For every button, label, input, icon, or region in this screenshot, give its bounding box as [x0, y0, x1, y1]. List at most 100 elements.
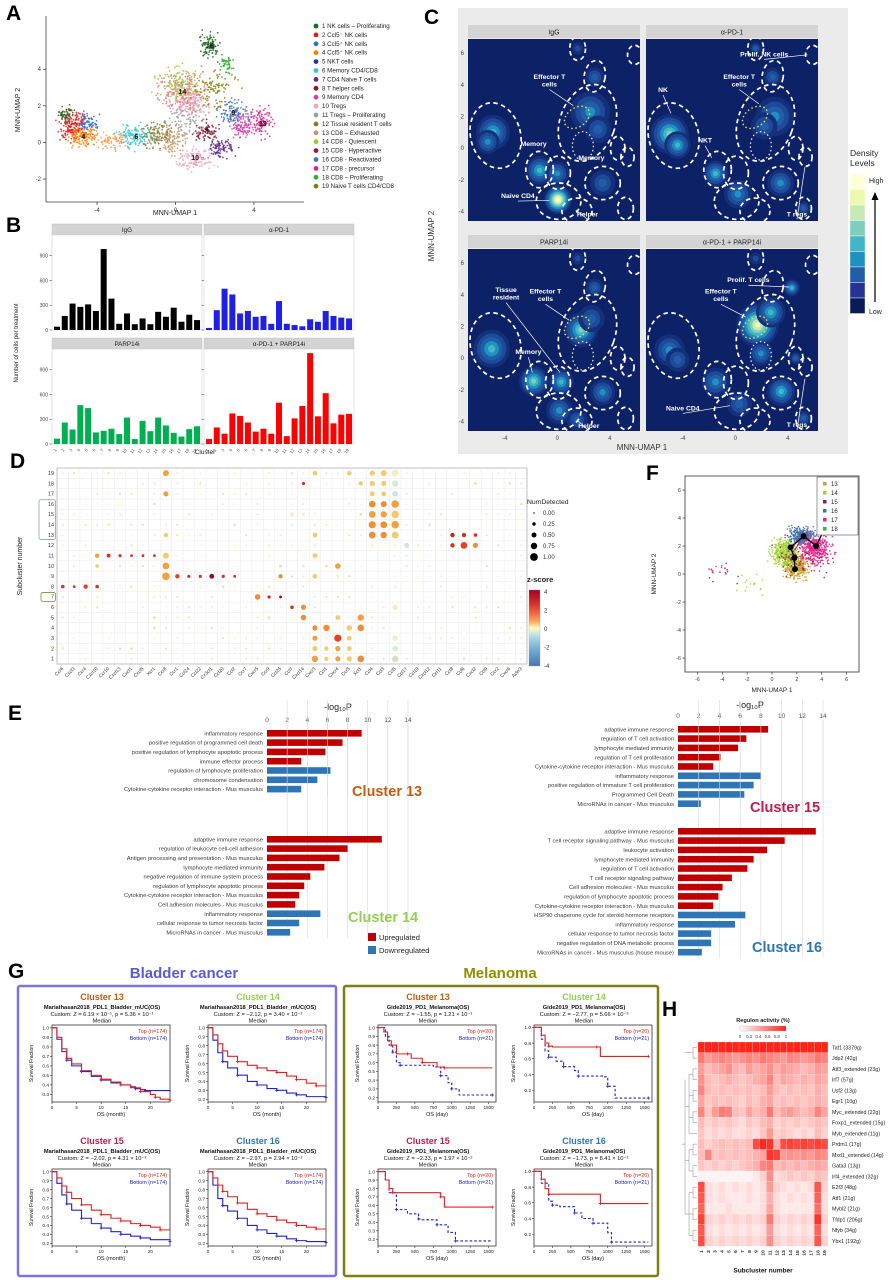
- svg-text:0.75: 0.75: [543, 544, 555, 550]
- svg-text:Ccl17: Ccl17: [396, 666, 409, 679]
- svg-text:17 CD8 - precursor: 17 CD8 - precursor: [322, 165, 375, 172]
- svg-text:Cx3cl1: Cx3cl1: [200, 666, 215, 681]
- svg-text:-2: -2: [676, 600, 681, 606]
- svg-text:-4: -4: [720, 677, 725, 683]
- svg-text:6: 6: [678, 488, 681, 494]
- svg-text:Ccl7: Ccl7: [283, 666, 294, 677]
- svg-text:-2: -2: [544, 646, 550, 652]
- svg-text:Cxcl10: Cxcl10: [85, 666, 100, 681]
- c-y-axis-title: MNN-UMAP 2: [427, 210, 436, 261]
- svg-text:Ccl5: Ccl5: [387, 666, 398, 677]
- svg-text:Cxcr3: Cxcr3: [304, 666, 317, 679]
- svg-text:15: 15: [312, 447, 319, 454]
- svg-text:Memory: Memory: [521, 141, 547, 148]
- a-legend: 1 NK cells – Proliferating 2 Ccl5⁻ NK cel…: [313, 23, 395, 190]
- svg-text:Ccl3: Ccl3: [375, 666, 386, 677]
- svg-text:10: 10: [121, 447, 128, 454]
- svg-text:18: 18: [335, 447, 342, 454]
- a-umap-points: [55, 29, 276, 173]
- svg-text:-2: -2: [36, 177, 42, 183]
- svg-text:18: 18: [183, 447, 190, 454]
- svg-text:6: 6: [845, 677, 848, 683]
- svg-text:Cxcl1: Cxcl1: [121, 666, 134, 679]
- svg-text:10 Tregs: 10 Tregs: [322, 103, 346, 110]
- svg-text:4: 4: [38, 67, 42, 73]
- svg-text:14: 14: [48, 523, 54, 529]
- svg-text:-4: -4: [459, 420, 465, 426]
- svg-text:Ccl9: Ccl9: [478, 666, 489, 677]
- svg-text:-4: -4: [502, 436, 508, 442]
- svg-text:Ccr9: Ccr9: [260, 666, 272, 678]
- svg-text:19: 19: [48, 471, 54, 477]
- svg-text:14 CD8 - Quiescent: 14 CD8 - Quiescent: [322, 139, 377, 146]
- panel-label-e: E: [8, 702, 23, 725]
- svg-text:NK: NK: [658, 87, 668, 94]
- svg-text:3: 3: [68, 447, 74, 452]
- svg-text:6: 6: [134, 134, 138, 141]
- d-highlight-dots: [60, 469, 479, 663]
- e-cluster-14: -log₁₀P02468101214adaptive immune respon…: [124, 700, 418, 939]
- svg-text:8 T helper cells: 8 T helper cells: [322, 85, 364, 92]
- g-melanoma-box: [342, 984, 660, 1278]
- b-facet-0: IgG 0 300 600 900: [40, 223, 203, 334]
- svg-text:-4: -4: [676, 628, 681, 634]
- g-km-plot-7: Cluster 16Gide2019_PD1_Melanoma(OS)Custo…: [511, 1136, 653, 1262]
- g-km-plot-2: Cluster 15Mariathasan2018_PDL1_Bladder_m…: [29, 1136, 172, 1262]
- svg-text:cells: cells: [542, 81, 557, 88]
- svg-text:5: 5: [235, 447, 241, 452]
- d-legend: NumDetected 0.00 0.25 0.50 0.75 1.00 z-score 4 2…: [527, 499, 569, 670]
- svg-text:Ccl20: Ccl20: [213, 666, 226, 679]
- svg-text:300: 300: [40, 303, 49, 309]
- svg-text:0: 0: [556, 436, 560, 442]
- svg-text:5: 5: [51, 615, 54, 621]
- svg-text:α-PD-1: α-PD-1: [721, 30, 743, 37]
- svg-text:Ccr5: Ccr5: [340, 666, 352, 678]
- svg-text:9: 9: [115, 447, 121, 452]
- svg-text:1: 1: [51, 657, 54, 663]
- svg-text:MNN-UMAP 2: MNN-UMAP 2: [15, 88, 22, 132]
- svg-text:Cxcr5: Cxcr5: [247, 666, 260, 679]
- svg-text:16: 16: [168, 447, 175, 454]
- svg-text:10: 10: [273, 447, 280, 454]
- svg-text:0: 0: [461, 146, 465, 152]
- svg-text:Effector T: Effector T: [705, 289, 738, 296]
- svg-text:Low: Low: [869, 309, 883, 316]
- svg-text:600: 600: [40, 392, 49, 398]
- e-cluster-15: -log₁₀P02468101214adaptive immune respon…: [535, 700, 827, 816]
- svg-text:5 NKT cells: 5 NKT cells: [322, 59, 354, 66]
- svg-text:cells: cells: [732, 81, 747, 88]
- svg-text:0: 0: [544, 627, 548, 633]
- b-y-axis-title: Number of cells per treatment: [14, 303, 20, 382]
- svg-text:0: 0: [38, 140, 42, 146]
- svg-text:2 Ccl5⁻ NK cells: 2 Ccl5⁻ NK cells: [322, 32, 367, 39]
- g-bladder-title: Bladder cancer: [130, 965, 239, 982]
- g-km-plot-0: Cluster 13Mariathasan2018_PDL1_Bladder_m…: [29, 992, 172, 1118]
- svg-text:-2: -2: [745, 677, 750, 683]
- svg-text:2: 2: [51, 646, 54, 652]
- svg-text:0: 0: [678, 572, 681, 578]
- panel-label-c: C: [424, 6, 440, 29]
- svg-text:2: 2: [38, 104, 42, 110]
- svg-text:-4: -4: [459, 210, 465, 216]
- f-umap-points: [708, 501, 843, 596]
- svg-text:Xcr1: Xcr1: [146, 666, 157, 677]
- svg-text:-6: -6: [676, 656, 681, 662]
- panel-d-dotplot: 12345678910111213141516171819Subcluster …: [17, 467, 569, 681]
- svg-text:4: 4: [820, 677, 823, 683]
- svg-text:Cxcl5: Cxcl5: [133, 666, 146, 679]
- svg-text:Density: Density: [850, 148, 879, 158]
- panel-label-a: A: [6, 2, 22, 25]
- svg-text:Cxcl12: Cxcl12: [417, 666, 432, 681]
- f-axes: -6 -4 -2 0 2 4 6 -6 -4 -2 0 2 4 6 MNN-UMAP 1 MNN-UMAP 2: [651, 488, 848, 694]
- svg-text:13: 13: [144, 447, 151, 454]
- svg-text:2: 2: [544, 609, 548, 615]
- svg-text:4: 4: [786, 436, 790, 442]
- panel-b-cell-barcharts: Number of cells per treatment Cluster IgG 0…: [14, 223, 355, 456]
- svg-text:4: 4: [608, 436, 612, 442]
- panel-label-b: B: [6, 214, 22, 237]
- g-km-plot-4: Cluster 13Gide2019_PD1_Melanoma(OS)Custo…: [355, 992, 497, 1118]
- g-km-plot-3: Cluster 16Mariathasan2018_PDL1_Bladder_m…: [185, 1136, 328, 1262]
